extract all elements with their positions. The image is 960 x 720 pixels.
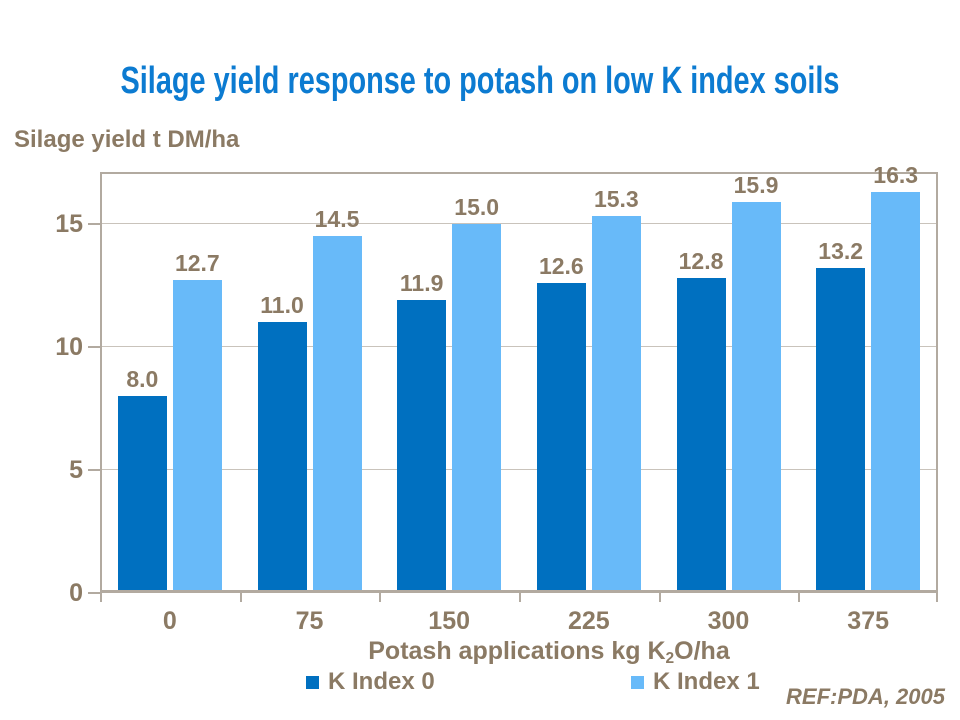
bar-k-index-1-150 bbox=[452, 223, 502, 593]
bar-k-index-0-300 bbox=[676, 277, 726, 593]
value-labels-layer: 8.0 11.0 11.9 12.6 12.8 13.2 12.7 14.5 15.0 15.3 1… bbox=[100, 162, 938, 593]
value-label-k-index-1-225: 15.3 bbox=[593, 186, 639, 213]
y-tick-0 bbox=[88, 592, 100, 594]
chart-title: Silage yield response to potash on low K… bbox=[120, 60, 840, 102]
x-category-label-150: 150 bbox=[428, 607, 471, 635]
y-axis: 0 5 10 15 bbox=[0, 172, 100, 607]
value-label-k-index-1-150: 15.0 bbox=[454, 193, 500, 220]
value-label-k-index-0-75: 11.0 bbox=[260, 292, 304, 319]
bar-k-index-0-225 bbox=[536, 282, 586, 593]
bar-k-index-0-75 bbox=[257, 322, 307, 593]
gridline-5 bbox=[100, 468, 938, 470]
bar-k-index-1-225 bbox=[591, 216, 641, 593]
gridlines-layer bbox=[100, 172, 938, 593]
value-label-k-index-1-75: 14.5 bbox=[314, 206, 360, 233]
y-tick-label-5: 5 bbox=[69, 455, 83, 484]
value-label-k-index-0-225: 12.6 bbox=[538, 252, 584, 279]
x-tick-3 bbox=[519, 593, 521, 602]
gridline-15 bbox=[100, 222, 938, 224]
reference-note: REF:PDA, 2005 bbox=[786, 684, 945, 709]
bar-k-index-1-375 bbox=[871, 191, 921, 593]
x-tick-4 bbox=[658, 593, 661, 602]
y-tick-5 bbox=[88, 468, 100, 471]
plot-area: 8.0 11.0 11.9 12.6 12.8 13.2 12.7 14.5 15.0 15.3 1… bbox=[100, 162, 938, 593]
x-tick-6 bbox=[936, 593, 938, 602]
x-category-label-75: 75 bbox=[295, 607, 324, 635]
x-category-label-300: 300 bbox=[707, 607, 750, 635]
plot-frame bbox=[100, 172, 938, 593]
value-label-k-index-0-0: 8.0 bbox=[126, 366, 159, 393]
bar-k-index-1-75 bbox=[312, 236, 362, 593]
y-tick-label-0: 0 bbox=[69, 579, 83, 607]
y-tick-10 bbox=[88, 345, 100, 348]
x-tick-1 bbox=[239, 593, 242, 602]
bar-k-index-0-0 bbox=[117, 396, 167, 593]
x-tick-0 bbox=[100, 593, 102, 602]
x-axis-title-suffix: O/ha bbox=[674, 637, 730, 665]
y-tick-label-10: 10 bbox=[55, 332, 83, 361]
legend-swatch-k-index-1 bbox=[631, 675, 644, 689]
x-tick-5 bbox=[798, 593, 801, 602]
x-axis-title-subscript: 2 bbox=[665, 649, 675, 667]
x-axis-ticks bbox=[100, 593, 938, 603]
y-axis-caption: Silage yield t DM/ha bbox=[14, 126, 240, 153]
x-axis-title: Potash applications kg K2O/ha bbox=[100, 636, 960, 674]
legend-swatch-k-index-0 bbox=[306, 675, 319, 689]
x-category-label-0: 0 bbox=[162, 607, 177, 635]
value-label-k-index-1-375: 16.3 bbox=[873, 161, 919, 188]
bars-layer bbox=[100, 172, 938, 593]
value-label-k-index-0-375: 13.2 bbox=[818, 238, 864, 265]
x-category-labels: 0 75 150 225 300 375 bbox=[100, 606, 938, 636]
gridline-10 bbox=[100, 345, 938, 347]
x-axis-title-prefix: Potash applications kg K bbox=[368, 637, 666, 665]
value-label-k-index-0-150: 11.9 bbox=[399, 270, 444, 297]
x-tick-2 bbox=[379, 593, 382, 602]
x-category-label-225: 225 bbox=[567, 607, 610, 635]
value-label-k-index-1-300: 15.9 bbox=[733, 171, 779, 198]
bar-k-index-1-300 bbox=[731, 201, 781, 593]
bar-k-index-0-150 bbox=[397, 300, 447, 593]
bar-k-index-1-0 bbox=[172, 280, 222, 593]
value-label-k-index-0-300: 12.8 bbox=[678, 247, 724, 274]
bar-k-index-0-375 bbox=[816, 268, 866, 593]
y-tick-label-15: 15 bbox=[55, 209, 83, 238]
y-tick-15 bbox=[88, 222, 100, 225]
value-label-k-index-1-0: 12.7 bbox=[174, 250, 220, 277]
x-category-label-375: 375 bbox=[847, 607, 890, 635]
